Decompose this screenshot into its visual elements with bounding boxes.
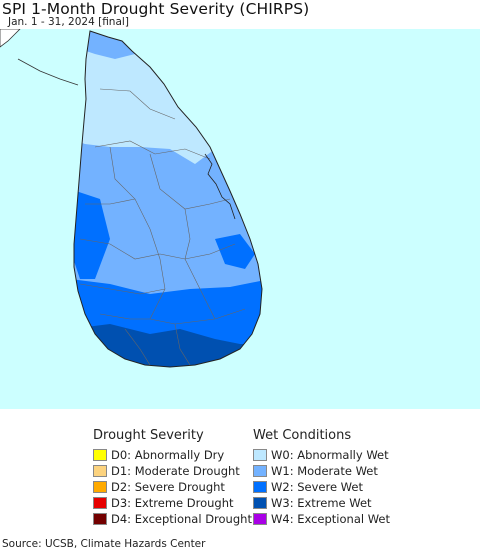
zone-w2-west [74, 189, 110, 279]
legend-drought: Drought Severity D0: Abnormally Dry D1: … [93, 428, 252, 527]
drought-map [0, 29, 480, 409]
legend-item-w4: W4: Exceptional Wet [253, 511, 390, 527]
district-boundaries [79, 88, 246, 366]
legend-wet: Wet Conditions W0: Abnormally Wet W1: Mo… [253, 428, 390, 527]
legend-item-d1: D1: Moderate Drought [93, 463, 252, 479]
zone-w2-east [215, 234, 255, 269]
legend-label-w1: W1: Moderate Wet [271, 464, 378, 478]
legend-label-d3: D3: Extreme Drought [111, 496, 234, 510]
india-coast [0, 29, 21, 48]
swatch-d0 [93, 449, 107, 461]
legend-label-d1: D1: Moderate Drought [111, 464, 240, 478]
swatch-w2 [253, 481, 267, 493]
map-title: SPI 1-Month Drought Severity (CHIRPS) [2, 0, 310, 18]
legend-item-w2: W2: Severe Wet [253, 479, 390, 495]
legend-label-w0: W0: Abnormally Wet [271, 448, 389, 462]
legend-item-w1: W1: Moderate Wet [253, 463, 390, 479]
swatch-d4 [93, 513, 107, 525]
legend-wet-heading: Wet Conditions [253, 428, 352, 443]
legend-label-d2: D2: Severe Drought [111, 480, 225, 494]
legend-label-w2: W2: Severe Wet [271, 480, 363, 494]
legend-item-d2: D2: Severe Drought [93, 479, 252, 495]
legend-item-d0: D0: Abnormally Dry [93, 447, 252, 463]
legend-label-w4: W4: Exceptional Wet [271, 512, 390, 526]
swatch-w1 [253, 465, 267, 477]
map-subtitle: Jan. 1 - 31, 2024 [final] [8, 16, 129, 28]
legend-drought-heading: Drought Severity [93, 428, 204, 443]
legend-label-d0: D0: Abnormally Dry [111, 448, 225, 462]
adams-bridge [17, 58, 79, 86]
swatch-d1 [93, 465, 107, 477]
swatch-w0 [253, 449, 267, 461]
legend-item-w3: W3: Extreme Wet [253, 495, 390, 511]
legend-item-d4: D4: Exceptional Drought [93, 511, 252, 527]
swatch-d3 [93, 497, 107, 509]
source-credit: Source: UCSB, Climate Hazards Center [2, 538, 206, 550]
swatch-d2 [93, 481, 107, 493]
legend-label-d4: D4: Exceptional Drought [111, 512, 252, 526]
legend-item-w0: W0: Abnormally Wet [253, 447, 390, 463]
east-coast-detail [204, 153, 236, 220]
legend-item-d3: D3: Extreme Drought [93, 495, 252, 511]
sri-lanka-coastline [73, 30, 263, 368]
swatch-w3 [253, 497, 267, 509]
legend: Drought Severity D0: Abnormally Dry D1: … [0, 428, 480, 533]
swatch-w4 [253, 513, 267, 525]
legend-label-w3: W3: Extreme Wet [271, 496, 372, 510]
